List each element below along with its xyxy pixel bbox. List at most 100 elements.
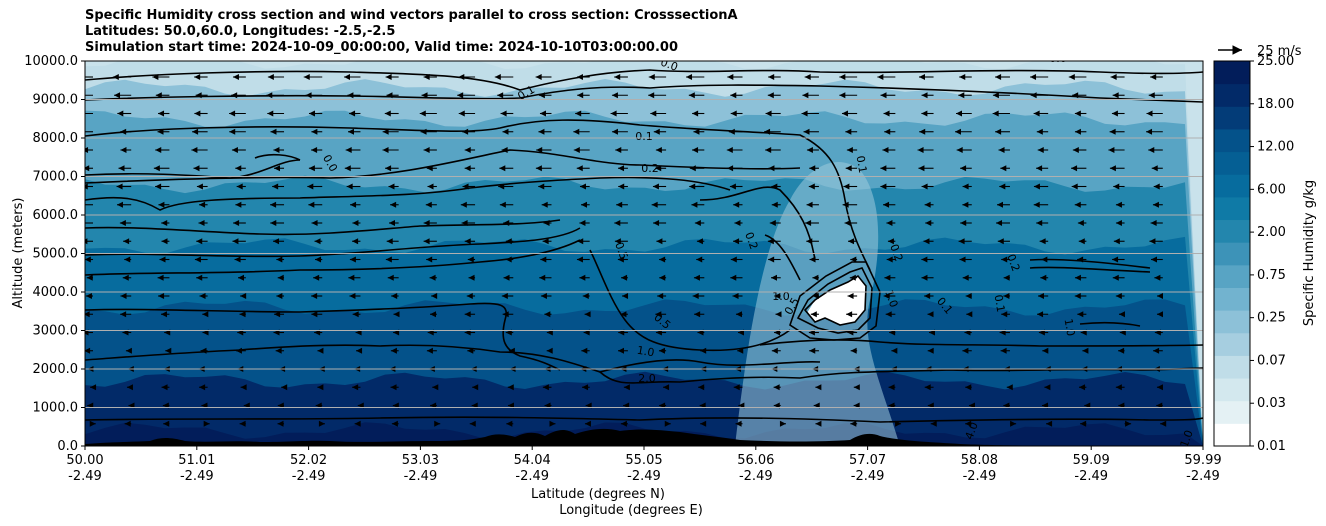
wind-vector-head bbox=[844, 220, 851, 226]
wind-vector-head bbox=[349, 256, 356, 263]
wind-vector-head bbox=[159, 256, 166, 263]
wind-vector-head bbox=[648, 74, 655, 80]
wind-vector-head bbox=[733, 201, 740, 208]
wind-vector-head bbox=[845, 165, 852, 172]
wind-vector-head bbox=[691, 201, 698, 208]
wind-vector-head bbox=[1109, 165, 1116, 172]
wind-vector-head bbox=[891, 347, 898, 354]
wind-vector-head bbox=[239, 311, 246, 318]
wind-vector-head bbox=[729, 183, 736, 190]
wind-vector-head bbox=[352, 311, 359, 318]
wind-vector-head bbox=[765, 147, 772, 153]
wind-vector-head bbox=[815, 384, 822, 391]
wind-vector-head bbox=[119, 220, 126, 226]
wind-vector-head bbox=[157, 274, 164, 281]
wind-vector-head bbox=[730, 256, 737, 263]
wind-vector-head bbox=[85, 238, 88, 245]
wind-vector-head bbox=[390, 384, 397, 391]
wind-vector-head bbox=[1030, 92, 1037, 99]
wind-vector-head bbox=[458, 74, 465, 80]
wind-vector-head bbox=[730, 110, 737, 117]
contour-label: 0.1 bbox=[992, 294, 1008, 313]
wind-vector-head bbox=[270, 128, 277, 135]
wind-vector-head bbox=[1148, 147, 1155, 153]
wind-vector-head bbox=[727, 74, 734, 80]
wind-vector-head bbox=[995, 128, 1002, 135]
wind-vector-head bbox=[385, 256, 392, 263]
x-tick-label-lat: 57.07 bbox=[849, 453, 886, 468]
wind-vector-head bbox=[86, 274, 93, 281]
wind-vector-head bbox=[308, 165, 315, 172]
wind-vector-head bbox=[469, 420, 476, 427]
wind-vector-head bbox=[194, 110, 201, 117]
wind-vector-head bbox=[1113, 183, 1120, 190]
x-tick-label-lat: 50.00 bbox=[66, 453, 103, 468]
wind-vector-head bbox=[1078, 238, 1085, 245]
wind-vector-head bbox=[198, 220, 205, 226]
wind-vector-head bbox=[803, 128, 810, 135]
wind-vector-head bbox=[1118, 347, 1125, 354]
wind-vector-head bbox=[464, 147, 471, 153]
wind-vector-head bbox=[885, 311, 892, 318]
wind-vector-head bbox=[779, 420, 786, 427]
wind-vector-head bbox=[311, 293, 318, 299]
colorbar-segment bbox=[1214, 355, 1250, 379]
wind-vector-head bbox=[659, 274, 666, 281]
colorbar-tick-label: 0.07 bbox=[1257, 353, 1286, 368]
wind-vector-head bbox=[158, 293, 165, 299]
contour-lines bbox=[85, 69, 1203, 423]
wind-vector-head bbox=[694, 220, 701, 226]
y-axis-ticks: 0.0 1000.0 2000.0 3000.0 4000.0 5000.0 6000.0 7… bbox=[24, 54, 85, 454]
wind-vector-head bbox=[386, 92, 393, 99]
wind-vector-head bbox=[768, 74, 775, 80]
wind-vector-head bbox=[311, 128, 318, 135]
wind-vector-head bbox=[694, 311, 701, 318]
wind-vector-head bbox=[464, 311, 471, 318]
reference-vector-label: 25 m/s bbox=[1257, 44, 1302, 59]
colorbar-segment bbox=[1214, 151, 1250, 175]
wind-vectors bbox=[85, 74, 1167, 427]
wind-vector-head bbox=[924, 384, 931, 391]
wind-vector-head bbox=[382, 147, 389, 153]
wind-vector-head bbox=[997, 201, 1004, 208]
wind-vector-head bbox=[457, 92, 464, 99]
wind-vector-head bbox=[1079, 384, 1086, 391]
wind-vector-head bbox=[730, 274, 737, 281]
wind-vector-head bbox=[1037, 147, 1044, 153]
wind-vector-head bbox=[194, 256, 201, 263]
wind-vector-head bbox=[810, 311, 817, 318]
wind-vector-head bbox=[1112, 274, 1119, 281]
wind-vector-head bbox=[1074, 110, 1081, 117]
wind-vector-head bbox=[508, 347, 515, 354]
contour-label: 2.0 bbox=[638, 372, 656, 385]
wind-vector-head bbox=[343, 74, 350, 80]
wind-vector-head bbox=[617, 256, 624, 263]
wind-vector-head bbox=[919, 128, 926, 135]
wind-vector-head bbox=[467, 347, 474, 354]
y-tick-label: 1000.0 bbox=[33, 401, 79, 416]
wind-vector-head bbox=[460, 201, 467, 208]
chart-title-line1: Specific Humidity cross section and wind… bbox=[85, 8, 738, 23]
chart-title-block: Specific Humidity cross section and wind… bbox=[85, 8, 738, 56]
wind-vector-head bbox=[544, 311, 551, 318]
wind-vector-head bbox=[543, 220, 550, 226]
wind-vector-head bbox=[195, 92, 202, 99]
wind-vector-head bbox=[425, 201, 432, 208]
x-tick-label-lon: -2.49 bbox=[515, 469, 549, 484]
wind-vector-head bbox=[888, 384, 895, 391]
wind-vector-head bbox=[734, 220, 741, 226]
wind-vector-head bbox=[349, 110, 356, 117]
wind-vector-head bbox=[655, 147, 662, 153]
wind-vector-head bbox=[850, 256, 857, 263]
wind-vector-head bbox=[423, 220, 430, 226]
chart-title-line2: Latitudes: 50.0,60.0, Longitudes: -2.5,-… bbox=[85, 24, 396, 39]
wind-vector-head bbox=[1125, 420, 1132, 427]
wind-vector-head bbox=[652, 183, 659, 190]
wind-vector-head bbox=[235, 347, 242, 354]
wind-vector-head bbox=[696, 256, 703, 263]
wind-vector-head bbox=[576, 74, 583, 80]
wind-vector-head bbox=[426, 256, 433, 263]
x-tick-label-lon: -2.49 bbox=[404, 469, 438, 484]
wind-vector-head bbox=[229, 110, 236, 117]
wind-vector-head bbox=[231, 147, 238, 153]
